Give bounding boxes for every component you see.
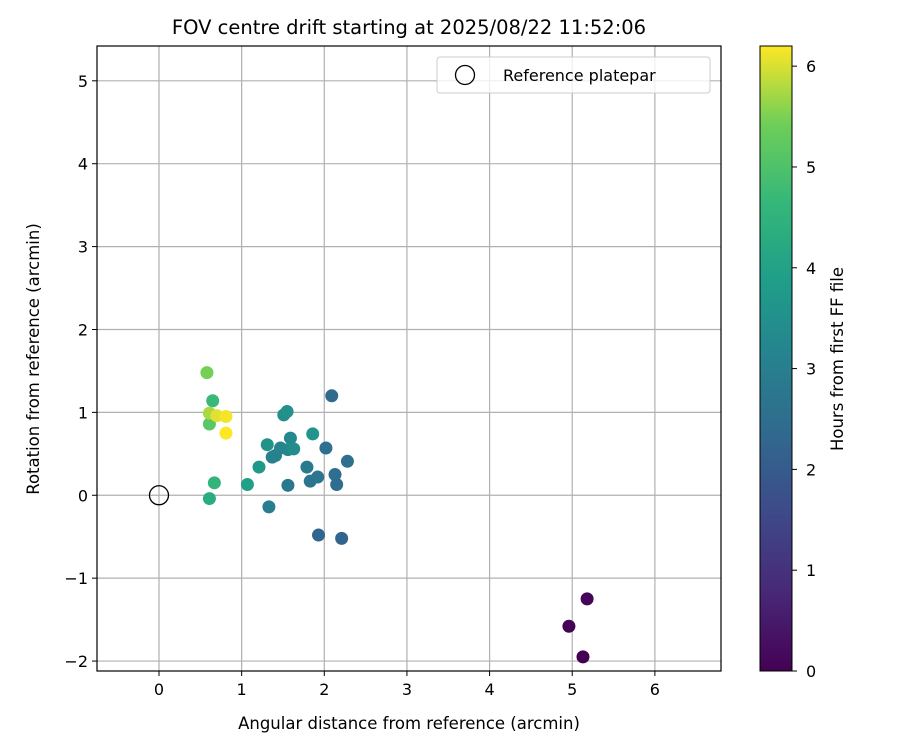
colorbar-label: Hours from first FF file — [828, 267, 847, 451]
y-tick-label: −1 — [64, 569, 88, 588]
y-tick-label: −2 — [64, 652, 88, 671]
data-point — [283, 431, 297, 445]
data-point — [200, 366, 214, 380]
data-point — [252, 460, 266, 474]
x-tick-label: 6 — [650, 680, 660, 699]
data-point — [311, 470, 325, 484]
data-point — [330, 477, 344, 491]
x-tick-label: 1 — [237, 680, 247, 699]
reference-marker — [148, 485, 170, 506]
legend-box — [436, 56, 711, 94]
reference-marker-group — [148, 485, 170, 506]
data-point — [219, 410, 233, 424]
data-point — [260, 438, 274, 452]
x-tick-label: 2 — [319, 680, 329, 699]
colorbar-tick-label: 2 — [806, 460, 816, 479]
data-points — [200, 366, 594, 664]
data-point — [306, 427, 320, 441]
x-tick-label: 5 — [567, 680, 577, 699]
data-point — [219, 426, 233, 440]
data-point — [580, 592, 594, 606]
plot-frame — [96, 45, 722, 672]
colorbar-tick-label: 5 — [806, 158, 816, 177]
data-point — [207, 476, 221, 490]
colorbar-tick-label: 4 — [806, 259, 816, 278]
colorbar-tick-label: 1 — [806, 561, 816, 580]
legend-reference-marker — [454, 64, 476, 86]
y-tick-label: 0 — [78, 486, 88, 505]
chart-title: FOV centre drift starting at 2025/08/22 … — [172, 16, 646, 39]
grid-lines — [97, 46, 721, 671]
data-point — [202, 492, 216, 506]
y-tick-label: 4 — [78, 155, 88, 174]
data-point — [206, 394, 220, 408]
colorbar-ticks: 0 1 2 3 4 5 6 — [792, 57, 816, 681]
x-tick-label: 3 — [402, 680, 412, 699]
data-point — [262, 500, 276, 514]
y-axis-label: Rotation from reference (arcmin) — [24, 223, 43, 495]
data-point — [240, 477, 254, 491]
x-axis-label: Angular distance from reference (arcmin) — [238, 714, 580, 733]
data-point — [319, 441, 333, 455]
data-point — [311, 528, 325, 542]
data-point — [281, 478, 295, 492]
x-axis-ticks: 0 1 2 3 4 5 6 — [154, 671, 660, 699]
y-tick-label: 2 — [78, 320, 88, 339]
data-point — [287, 442, 301, 456]
data-point — [325, 389, 339, 403]
colorbar-tick-label: 0 — [806, 662, 816, 681]
x-tick-label: 4 — [484, 680, 494, 699]
y-tick-label: 1 — [78, 403, 88, 422]
y-axis-ticks: −2 −1 0 1 2 3 4 5 — [64, 72, 97, 671]
data-point — [335, 531, 349, 545]
colorbar — [759, 45, 793, 672]
legend: Reference platepar — [436, 56, 711, 94]
y-tick-label: 3 — [78, 238, 88, 257]
colorbar-tick-label: 6 — [806, 57, 816, 76]
data-point — [340, 454, 354, 468]
data-point — [562, 619, 576, 633]
data-point — [202, 417, 216, 431]
legend-label-reference: Reference platepar — [503, 66, 656, 85]
data-point — [328, 468, 342, 482]
y-tick-label: 5 — [78, 72, 88, 91]
data-point — [576, 650, 590, 664]
x-tick-label: 0 — [154, 680, 164, 699]
data-point — [300, 460, 314, 474]
colorbar-tick-label: 3 — [806, 360, 816, 379]
data-point — [280, 405, 294, 419]
